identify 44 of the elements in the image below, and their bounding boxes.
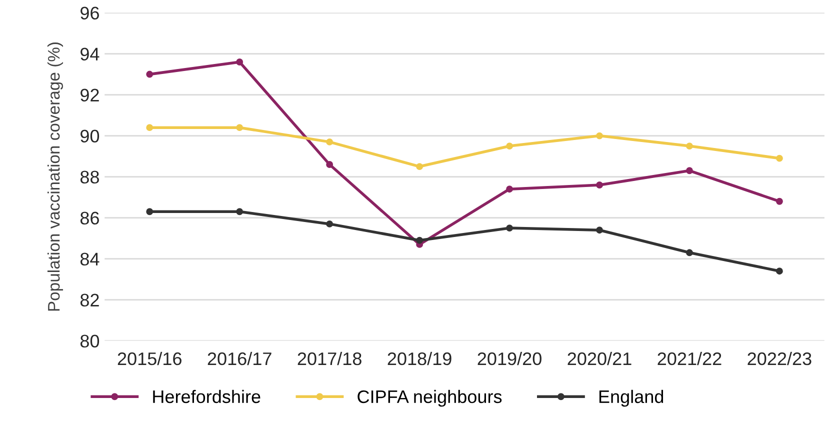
point (776, 198, 783, 205)
y-tick-label: 96 (80, 6, 99, 20)
y-tick-label: 92 (80, 88, 99, 102)
legend-label: England (599, 390, 664, 407)
point (146, 70, 154, 78)
point (326, 161, 334, 168)
x-tick-label: 2020/21 (568, 352, 632, 366)
x-tick-label: 2015/16 (118, 352, 182, 366)
x-tick-label: 2021/22 (658, 352, 722, 366)
y-tick-label: 90 (80, 130, 100, 143)
point (776, 154, 783, 162)
y-tick-label: 82 (80, 294, 99, 307)
point (326, 138, 334, 146)
point (686, 142, 693, 150)
point (146, 124, 154, 132)
x-tick-label: 2022/23 (748, 352, 812, 366)
point (596, 226, 603, 234)
x-tick-label: 2019/20 (478, 352, 542, 366)
point (686, 167, 693, 174)
point (686, 249, 693, 256)
y-tick-label: 94 (80, 48, 100, 61)
x-tick-label: 2018/19 (388, 352, 452, 366)
x-tick-label: 2017/18 (298, 352, 362, 366)
point (506, 224, 513, 232)
point (236, 124, 244, 132)
y-tick-label: 88 (80, 170, 99, 184)
point (326, 220, 334, 228)
legend-label: Herefordshire (153, 390, 260, 404)
point (596, 132, 603, 140)
y-tick-label: 84 (80, 252, 100, 266)
point (146, 208, 154, 216)
point (236, 208, 244, 216)
x-tick-label: 2016/17 (208, 352, 272, 366)
point (236, 58, 244, 66)
point (506, 142, 513, 150)
point (416, 236, 424, 244)
y-tick-label: 80 (80, 334, 100, 348)
point (506, 186, 513, 193)
point (776, 268, 783, 275)
y-tick-label: 86 (80, 212, 99, 225)
point (596, 182, 603, 188)
y-axis-title: Population vaccination coverage (%) (47, 42, 64, 311)
legend-label: CIPFA neighbours (358, 390, 502, 407)
point (416, 163, 424, 170)
